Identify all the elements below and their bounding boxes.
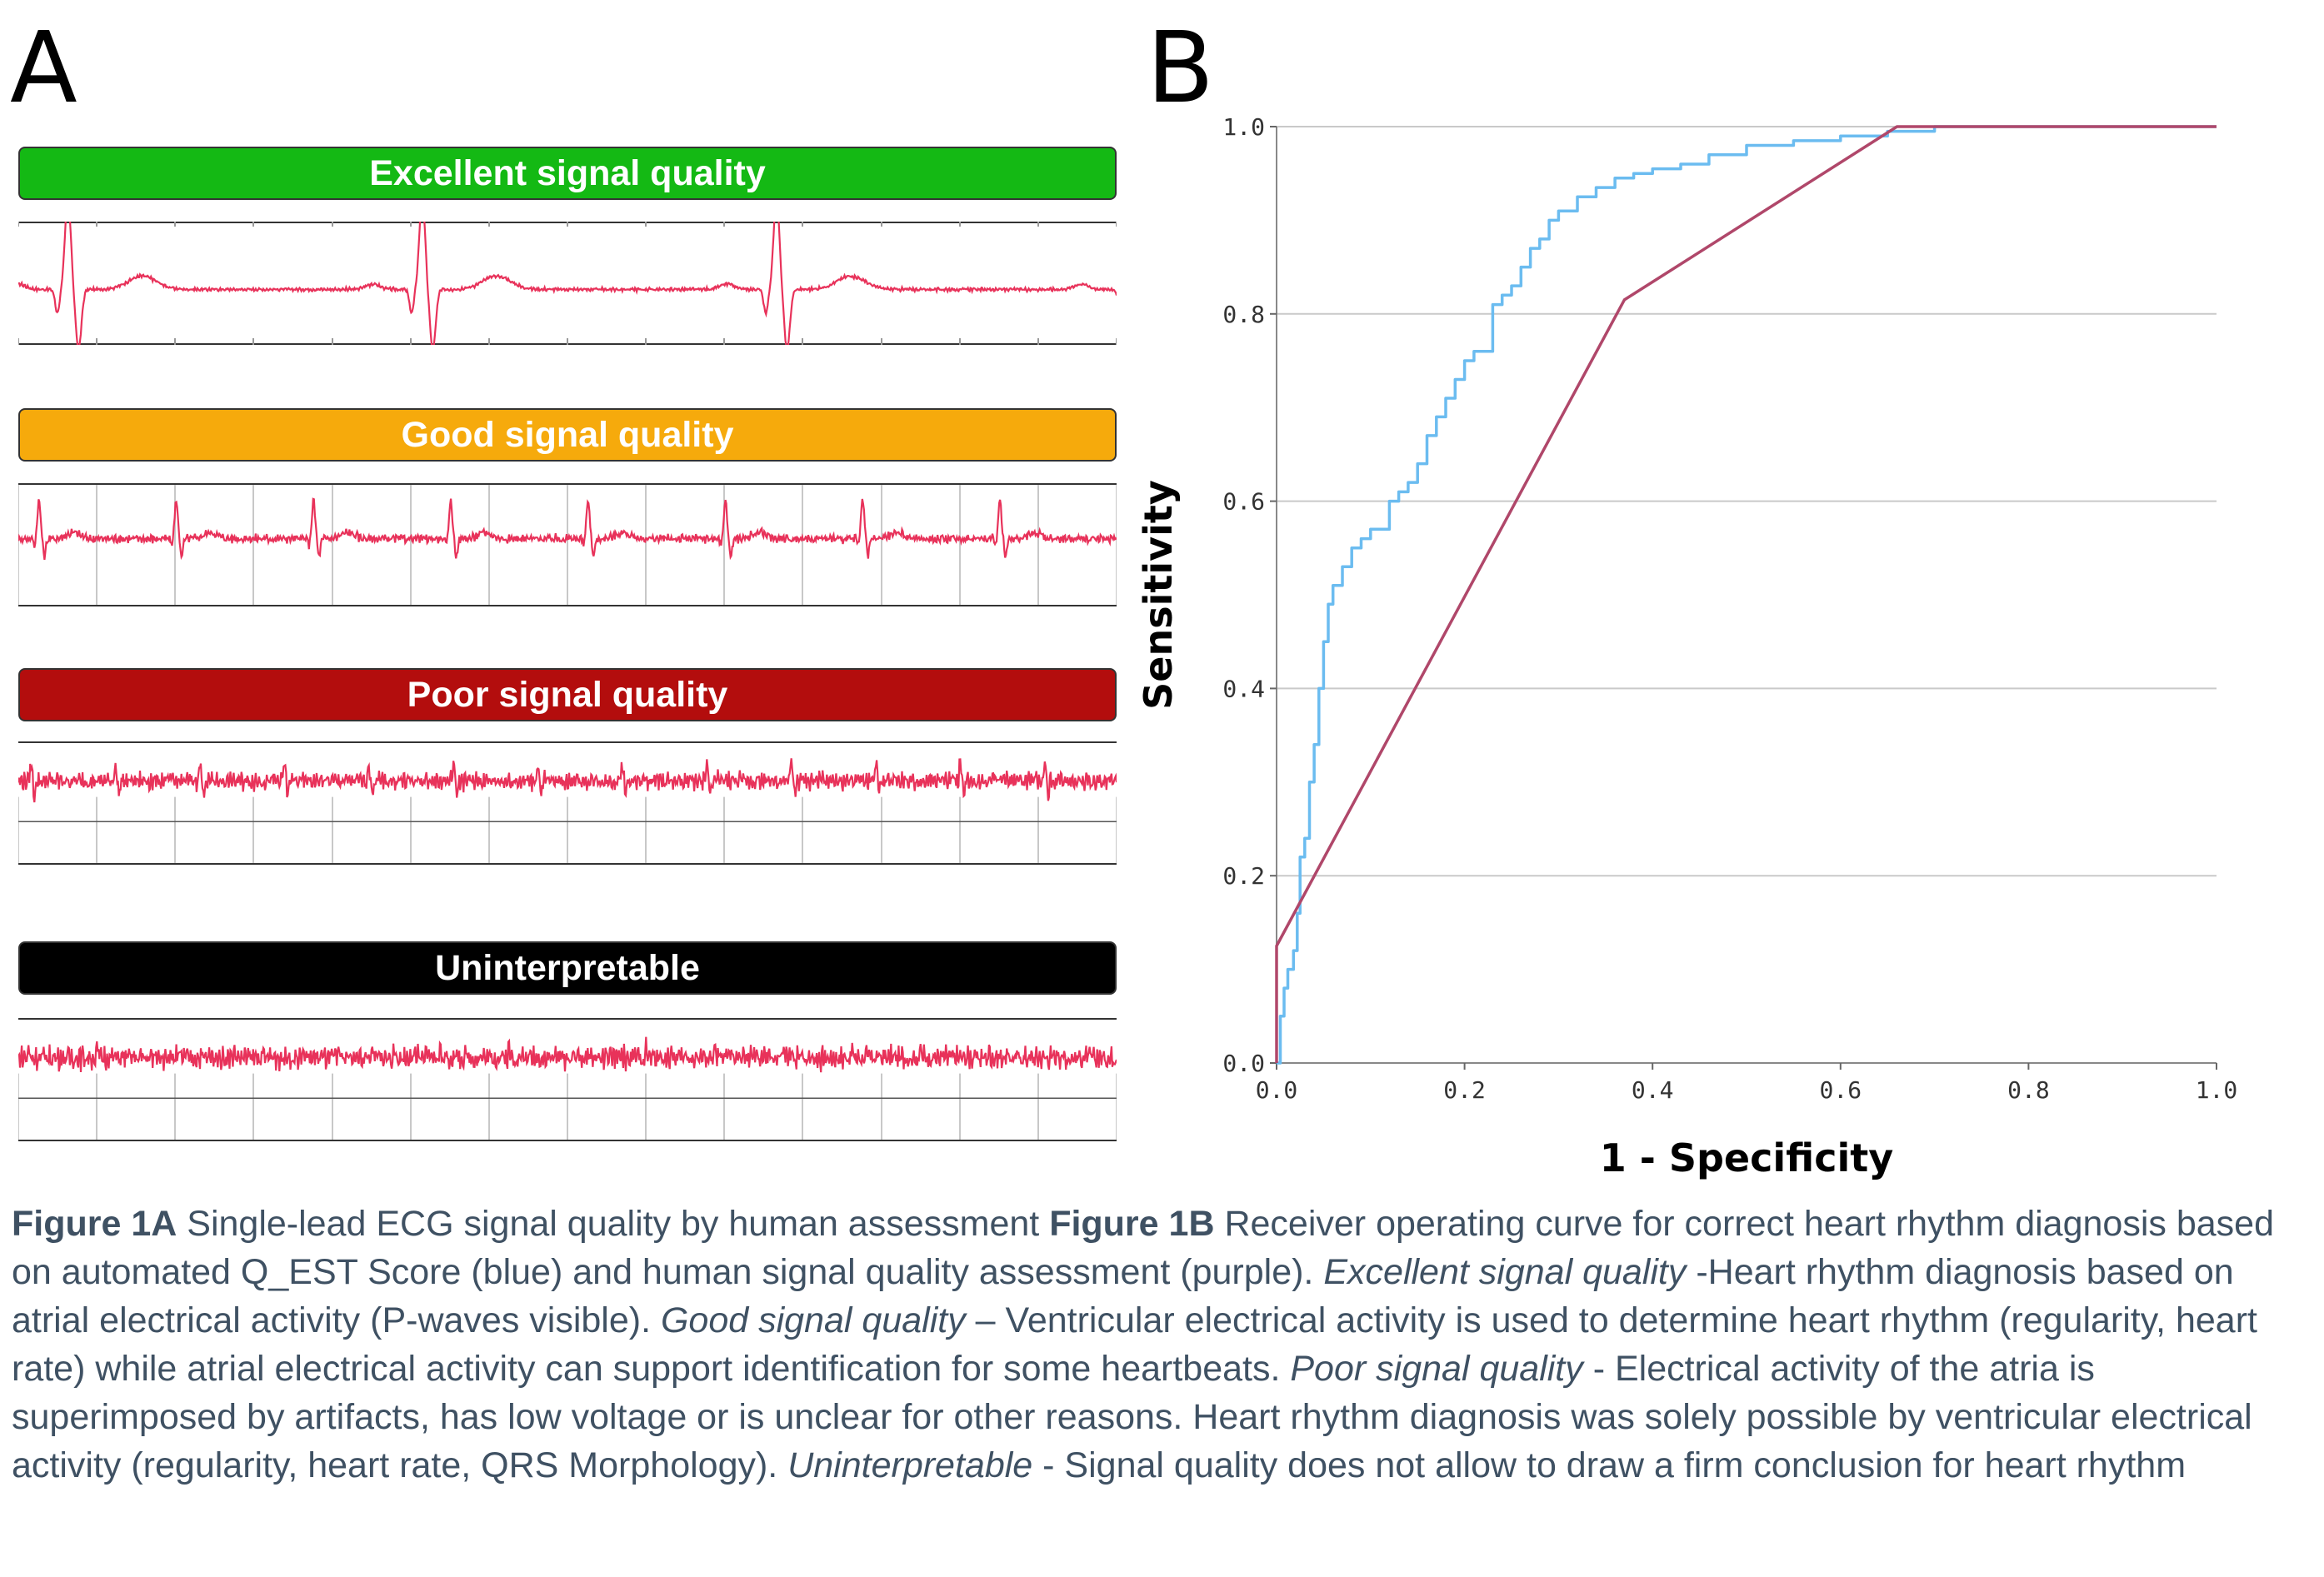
caption-good-text: – Ventricular electrical activity is use… xyxy=(12,1300,2257,1389)
caption-fig1a-label: Figure 1A xyxy=(12,1204,177,1244)
ecg-grid xyxy=(18,222,1117,345)
panel-b-letter: B xyxy=(1147,10,1214,125)
y-tick-label: 1.0 xyxy=(1222,113,1265,141)
x-tick-label: 1.0 xyxy=(2196,1076,2238,1104)
ecg-trace xyxy=(18,1036,1117,1073)
caption-poor-term: Poor signal quality xyxy=(1290,1349,1583,1389)
banner-excellent-signal-quality: Excellent signal quality xyxy=(18,147,1117,200)
y-tick-label: 0.4 xyxy=(1222,675,1265,702)
ecg-trace xyxy=(18,222,1117,345)
x-tick-label: 0.2 xyxy=(1443,1076,1486,1104)
banner-uninterpretable: Uninterpretable xyxy=(18,941,1117,995)
ecg-strip-uninterpretable xyxy=(18,1018,1117,1141)
caption-uninterpretable-text: - Signal quality does not allow to draw … xyxy=(1032,1445,2187,1485)
panel-a-letter: A xyxy=(10,10,77,125)
panel-a-ecg-strips: Excellent signal quality Good signal qua… xyxy=(0,0,1133,1166)
banner-good-signal-quality: Good signal quality xyxy=(18,408,1117,462)
ecg-grid xyxy=(18,483,1117,606)
x-tick-label: 0.0 xyxy=(1256,1076,1298,1104)
x-tick-label: 0.6 xyxy=(1820,1076,1862,1104)
caption-fig1a-text: Single-lead ECG signal quality by human … xyxy=(177,1204,1050,1244)
caption-excellent-text: -Heart rhythm diagnosis based on atrial … xyxy=(12,1252,2234,1340)
caption-excellent-term: Excellent signal quality xyxy=(1323,1252,1687,1292)
ecg-strip-excellent xyxy=(18,222,1117,345)
caption-fig1b-label: Figure 1B xyxy=(1049,1204,1215,1244)
caption-good-term: Good signal quality xyxy=(660,1300,966,1340)
x-axis-label: 1 - Specificity xyxy=(1600,1135,1894,1180)
roc-curve-q-est-score xyxy=(1277,125,2217,1065)
caption-fig1b-text: Receiver operating curve for correct hea… xyxy=(12,1204,2275,1292)
ecg-grid xyxy=(18,741,1117,865)
y-tick-label: 0.6 xyxy=(1222,488,1265,516)
chart-gridlines xyxy=(1277,126,2217,877)
caption-poor-text: - Electrical activity of the atria is su… xyxy=(12,1349,2252,1485)
roc-chart: 0.0 0.2 0.4 0.6 0.8 1.0 0.0 0.2 0.4 0.6 0.8 1.0 1 - … xyxy=(1142,113,2238,1180)
caption-uninterpretable-term: Uninterpretable xyxy=(787,1445,1033,1485)
ecg-strip-good xyxy=(18,483,1117,606)
ecg-strip-poor xyxy=(18,741,1117,865)
ecg-trace xyxy=(18,497,1117,561)
banner-poor-signal-quality: Poor signal quality xyxy=(18,668,1117,721)
roc-curve-human-assessment xyxy=(1275,125,2217,1063)
y-tick-label: 0.8 xyxy=(1222,301,1265,328)
y-tick-label: 0.0 xyxy=(1222,1050,1265,1077)
ecg-grid xyxy=(18,1018,1117,1141)
y-axis-label: Sensitivity xyxy=(1142,480,1181,710)
ecg-trace xyxy=(18,758,1117,803)
y-tick-label: 0.2 xyxy=(1222,862,1265,890)
x-tick-label: 0.4 xyxy=(1632,1076,1674,1104)
figure-caption: Figure 1A Single-lead ECG signal quality… xyxy=(12,1200,2312,1490)
x-tick-label: 0.8 xyxy=(2007,1076,2050,1104)
